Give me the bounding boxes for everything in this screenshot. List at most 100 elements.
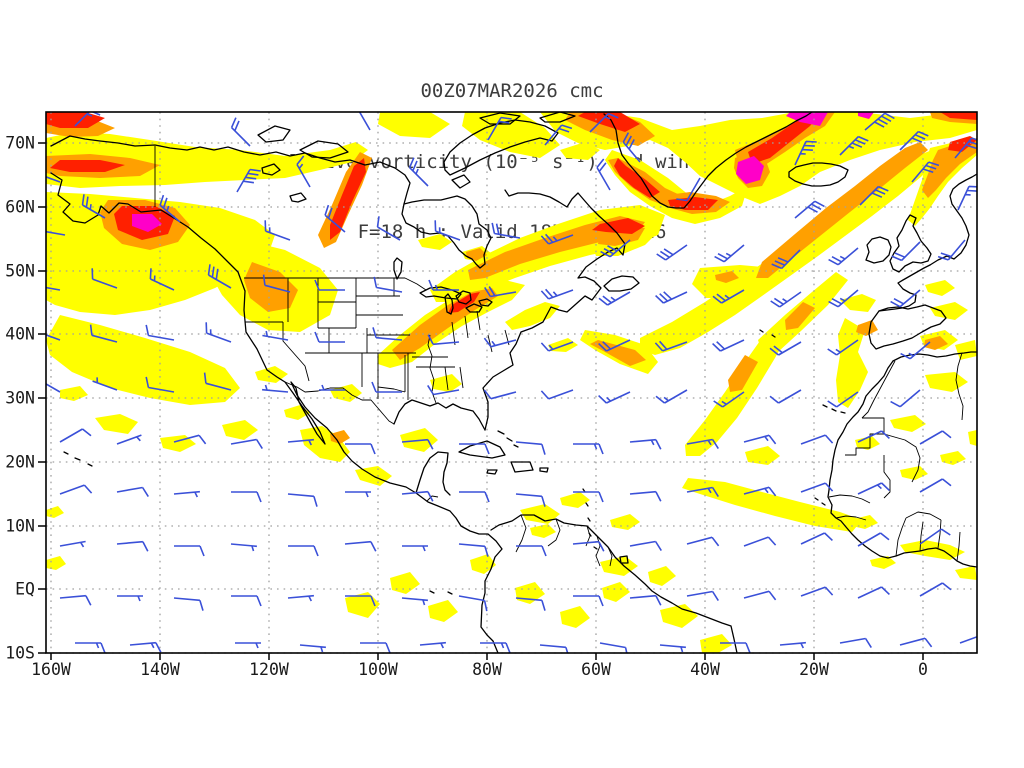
- wind-barb: [827, 391, 859, 408]
- wind-barb: [92, 377, 118, 391]
- wind-barb: [483, 389, 517, 400]
- wind-barb: [743, 486, 777, 497]
- wind-barb: [686, 590, 719, 602]
- wind-barb: [116, 540, 149, 552]
- wind-barb: [743, 434, 777, 445]
- wind-barb: [296, 155, 311, 188]
- wind-barb: [483, 337, 517, 348]
- wind-barb: [516, 545, 547, 557]
- wind-barb: [857, 430, 890, 443]
- wind-barb: [235, 642, 261, 649]
- wind-barb: [484, 286, 517, 298]
- wind-barb: [262, 274, 291, 293]
- wind-barb: [117, 595, 143, 602]
- wind-barb: [459, 443, 490, 455]
- wind-barb: [401, 438, 434, 450]
- lat-label-10N: 10N: [5, 517, 35, 536]
- wind-barb: [573, 491, 604, 503]
- wind-barb: [145, 324, 175, 341]
- wind-barb: [857, 532, 890, 547]
- wind-barb: [794, 140, 817, 166]
- wind-barb: [345, 491, 371, 498]
- lat-label-70N: 70N: [5, 134, 35, 153]
- lon-label-140W: 140W: [140, 660, 180, 679]
- wind-barb: [769, 341, 802, 356]
- wind-barb: [794, 200, 825, 219]
- wind-barb: [344, 540, 377, 552]
- wind-barb: [919, 430, 952, 445]
- wind-barb: [828, 247, 859, 266]
- wind-barb: [428, 279, 459, 291]
- wind-barb: [288, 545, 319, 557]
- wind-barb: [46, 286, 61, 291]
- wind-barb: [230, 438, 263, 450]
- wind-barb: [839, 637, 872, 649]
- wind-barb: [713, 391, 745, 408]
- wind-barb: [205, 322, 232, 343]
- lat-label-10S: 10S: [5, 644, 35, 663]
- lat-label-30N: 30N: [5, 389, 35, 408]
- wind-barb: [957, 185, 977, 211]
- lon-label-100W: 100W: [358, 660, 398, 679]
- wind-barb: [515, 441, 546, 455]
- wind-barb: [81, 194, 106, 219]
- shading-layer-vorticity-extreme: [132, 112, 874, 232]
- wind-barb: [287, 493, 318, 507]
- wind-barb: [540, 288, 574, 300]
- wind-barb: [629, 540, 662, 552]
- wind-barb: [173, 597, 204, 611]
- wind-barb: [769, 389, 802, 404]
- wind-barb: [959, 635, 977, 644]
- wind-barb: [589, 112, 619, 133]
- wind-barb: [116, 486, 149, 498]
- wind-barb: [371, 381, 402, 393]
- wind-barb: [59, 428, 92, 443]
- lon-label-80W: 80W: [472, 660, 502, 679]
- wind-barb: [376, 216, 401, 241]
- wind-barb: [231, 595, 262, 607]
- wind-barb: [890, 289, 921, 308]
- wind-barb: [480, 642, 511, 653]
- wind-barb: [324, 204, 346, 233]
- wind-barb: [779, 641, 806, 649]
- wind-barb: [712, 339, 745, 352]
- wind-barb: [59, 540, 86, 548]
- wind-barb: [287, 438, 314, 446]
- wind-barb: [899, 130, 929, 151]
- wind-barb: [314, 279, 345, 291]
- wind-barb: [540, 389, 574, 400]
- wind-barb: [434, 220, 461, 241]
- wind-barb: [319, 384, 345, 391]
- wind-barb: [596, 158, 611, 191]
- wind-barb: [857, 482, 890, 495]
- wind-barb: [159, 194, 181, 223]
- wind-barb: [74, 112, 104, 127]
- wind-barb: [743, 536, 777, 547]
- wind-barb: [427, 384, 460, 396]
- wind-barb: [46, 176, 61, 183]
- wind-barb: [129, 641, 162, 653]
- wind-barb: [427, 334, 460, 346]
- wind-barb: [89, 324, 118, 343]
- wind-barb: [598, 339, 631, 352]
- wind-barb: [859, 185, 889, 206]
- wind-barb: [59, 594, 92, 606]
- wind-barb: [629, 594, 662, 606]
- wind-barb: [629, 438, 662, 450]
- wind-barb: [686, 438, 719, 450]
- wind-barb: [264, 220, 291, 241]
- wind-barb: [828, 289, 859, 308]
- wind-barb: [622, 132, 641, 163]
- wind-barb: [919, 528, 951, 545]
- wind-barb: [515, 597, 546, 611]
- wind-barb: [540, 341, 574, 352]
- wind-barb: [458, 543, 489, 557]
- wind-barb: [75, 642, 106, 653]
- wind-barb: [345, 443, 376, 455]
- wind-barb: [203, 372, 232, 391]
- lat-label-50N: 50N: [5, 262, 35, 281]
- lat-label-EQ: EQ: [15, 580, 35, 599]
- wind-barb: [800, 434, 834, 445]
- wind-barb: [91, 268, 118, 289]
- wind-barb: [712, 289, 745, 304]
